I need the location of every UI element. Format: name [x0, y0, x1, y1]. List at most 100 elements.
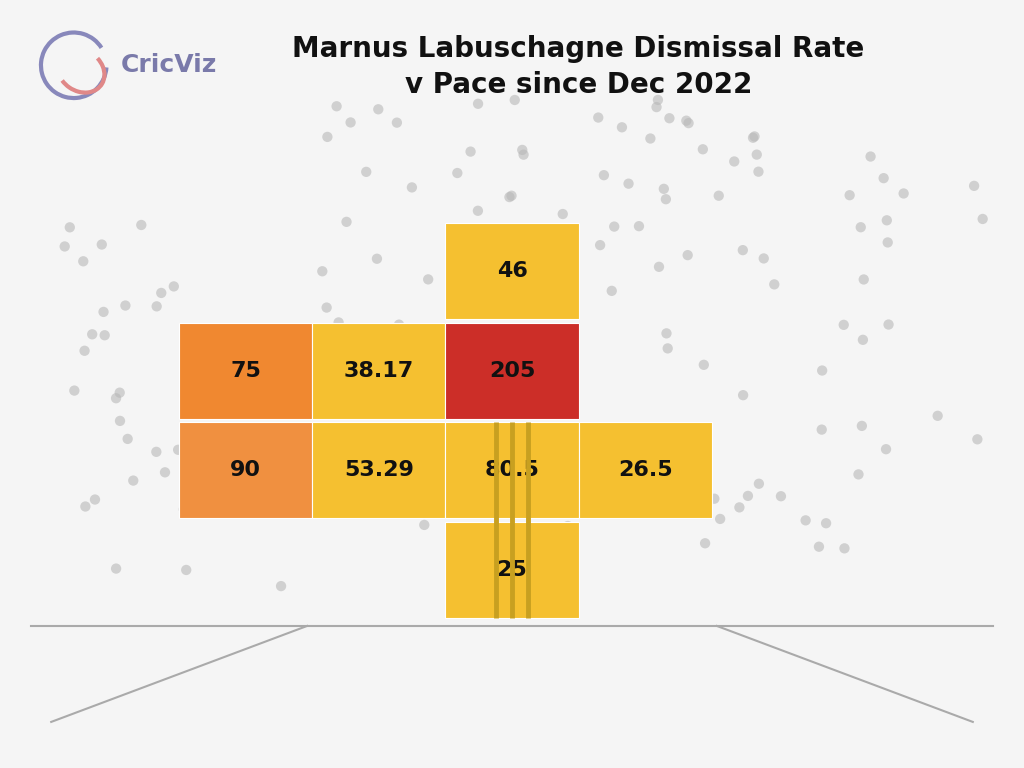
Point: [514, 144, 530, 156]
Point: [731, 502, 748, 514]
Bar: [445, 323, 579, 419]
Point: [272, 580, 289, 592]
Point: [592, 239, 608, 251]
Point: [391, 319, 408, 331]
Text: 90: 90: [230, 460, 261, 481]
Bar: [445, 422, 579, 518]
Point: [880, 237, 896, 249]
Point: [879, 214, 895, 227]
Point: [975, 213, 991, 225]
Point: [881, 319, 897, 331]
Point: [651, 260, 668, 273]
Point: [515, 148, 531, 161]
Bar: [579, 422, 712, 518]
Point: [878, 443, 894, 455]
Point: [358, 166, 375, 178]
Point: [603, 285, 620, 297]
Point: [331, 316, 347, 329]
Point: [930, 409, 946, 422]
Point: [621, 177, 637, 190]
Point: [746, 131, 763, 143]
Point: [659, 343, 676, 355]
Point: [853, 221, 869, 233]
Point: [148, 445, 165, 458]
Point: [125, 475, 141, 487]
Point: [470, 98, 486, 110]
Point: [895, 187, 911, 200]
Point: [697, 537, 714, 549]
Point: [463, 145, 479, 157]
Point: [631, 220, 647, 232]
Point: [842, 189, 858, 201]
Point: [818, 517, 835, 529]
Point: [502, 584, 518, 597]
Point: [470, 204, 486, 217]
Point: [403, 181, 420, 194]
Point: [77, 345, 93, 357]
Point: [837, 542, 853, 554]
Point: [501, 191, 517, 204]
Point: [606, 220, 623, 233]
Point: [798, 515, 814, 527]
Point: [504, 190, 520, 202]
Point: [966, 180, 982, 192]
Point: [707, 492, 723, 505]
Point: [756, 253, 772, 265]
Point: [75, 255, 91, 267]
Point: [590, 111, 606, 124]
Point: [369, 253, 385, 265]
Bar: [179, 323, 312, 419]
Point: [749, 148, 765, 161]
Bar: [312, 323, 445, 419]
Point: [108, 392, 124, 405]
Point: [416, 519, 432, 531]
Point: [766, 278, 782, 290]
Point: [680, 249, 696, 261]
Point: [642, 132, 658, 144]
Point: [96, 329, 113, 342]
Point: [87, 493, 103, 505]
Point: [596, 169, 612, 181]
Point: [304, 343, 321, 356]
Point: [739, 490, 756, 502]
Point: [658, 327, 675, 339]
Point: [553, 256, 569, 268]
Point: [393, 344, 410, 356]
Point: [153, 286, 169, 299]
Point: [450, 167, 466, 179]
Point: [524, 287, 541, 300]
Point: [711, 190, 727, 202]
Text: CricViz: CricViz: [121, 53, 217, 78]
Text: 25: 25: [497, 560, 527, 581]
Point: [420, 273, 436, 286]
Point: [77, 501, 93, 513]
Point: [292, 332, 308, 344]
Point: [850, 468, 866, 481]
Point: [93, 238, 110, 250]
Point: [726, 155, 742, 167]
Point: [695, 359, 712, 371]
Point: [67, 385, 83, 397]
Point: [773, 490, 790, 502]
Point: [358, 343, 375, 355]
Bar: [445, 522, 579, 618]
Point: [478, 277, 495, 290]
Text: 205: 205: [488, 360, 536, 381]
Point: [389, 117, 406, 129]
Point: [744, 131, 761, 144]
Point: [166, 280, 182, 293]
Point: [836, 319, 852, 331]
Point: [318, 301, 335, 313]
Point: [735, 389, 752, 402]
Point: [811, 541, 827, 553]
Point: [680, 117, 696, 129]
Point: [108, 562, 124, 574]
Point: [84, 328, 100, 340]
Point: [613, 121, 630, 134]
Point: [662, 112, 678, 124]
Point: [648, 101, 665, 113]
Point: [117, 300, 133, 312]
Bar: [445, 223, 579, 319]
Point: [560, 520, 577, 532]
Point: [342, 116, 358, 128]
